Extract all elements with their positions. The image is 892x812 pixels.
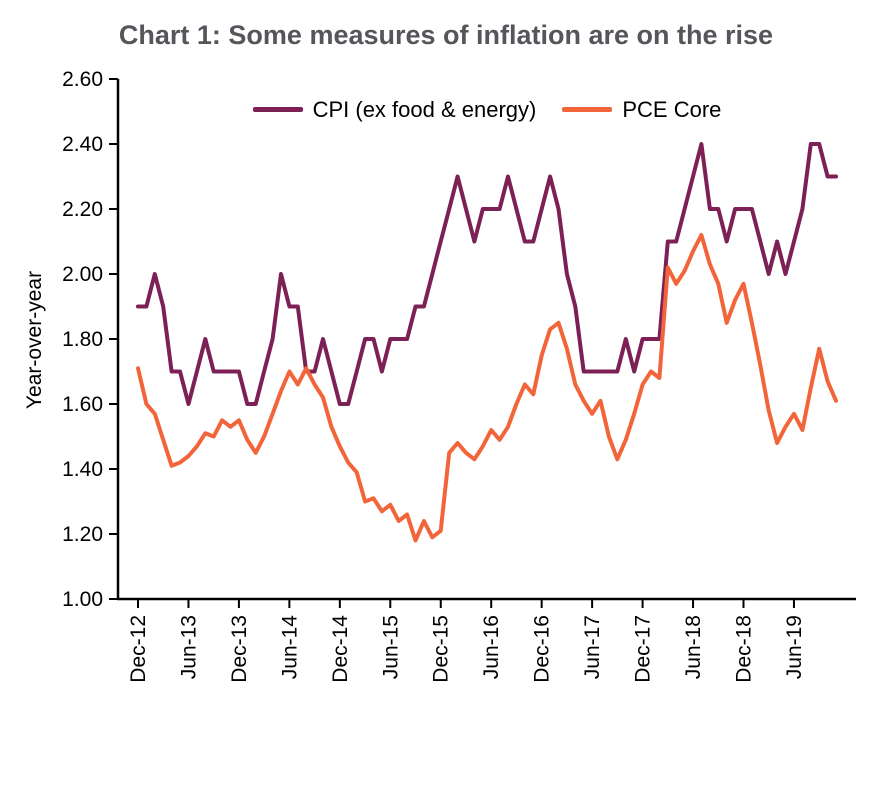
legend-label-cpi: CPI (ex food & energy) [312, 96, 537, 122]
y-tick-label: 2.40 [62, 133, 103, 156]
y-tick-label: 2.60 [62, 68, 103, 91]
x-tick-label: Dec-17 [632, 615, 655, 683]
x-tick-label: Dec-12 [127, 615, 150, 683]
y-tick-label: 1.20 [62, 523, 103, 546]
x-tick-label: Dec-13 [228, 615, 251, 683]
legend-swatch-cpi [252, 107, 303, 113]
y-axis-title: Year-over-year [23, 270, 46, 409]
x-tick-label: Jun-17 [581, 615, 604, 679]
chart-container: Year-over-year CPI (ex food & energy) PC… [0, 59, 892, 719]
x-tick-label: Jun-13 [177, 615, 200, 679]
y-tick-label: 1.40 [62, 458, 103, 481]
x-tick-label: Jun-19 [783, 615, 806, 679]
x-tick-label: Dec-16 [531, 615, 554, 683]
y-tick-label: 2.00 [62, 263, 103, 286]
legend-swatch-pce [562, 107, 613, 113]
y-tick-label: 1.00 [62, 588, 103, 611]
legend: CPI (ex food & energy) PCE Core [118, 97, 856, 123]
y-tick-label: 2.20 [62, 198, 103, 221]
legend-label-pce: PCE Core [622, 96, 722, 122]
x-tick-label: Jun-16 [480, 615, 503, 679]
x-tick-label: Jun-15 [379, 615, 402, 679]
chart-title: Chart 1: Some measures of inflation are … [118, 20, 774, 50]
x-tick-label: Jun-18 [682, 615, 705, 679]
x-tick-label: Dec-18 [732, 615, 755, 683]
y-tick-label: 1.60 [62, 393, 103, 416]
y-tick-label: 1.80 [62, 328, 103, 351]
series-line-cpi [136, 141, 838, 406]
x-tick-label: Jun-14 [278, 614, 301, 679]
line-chart: 1.00 1.20 1.40 1.60 1.80 2.00 2.20 2.40 2.60 Dec-… [62, 68, 856, 683]
x-tick-label: Dec-15 [430, 615, 453, 683]
x-tick-label: Dec-14 [329, 614, 352, 682]
series-line-pce [136, 232, 838, 543]
